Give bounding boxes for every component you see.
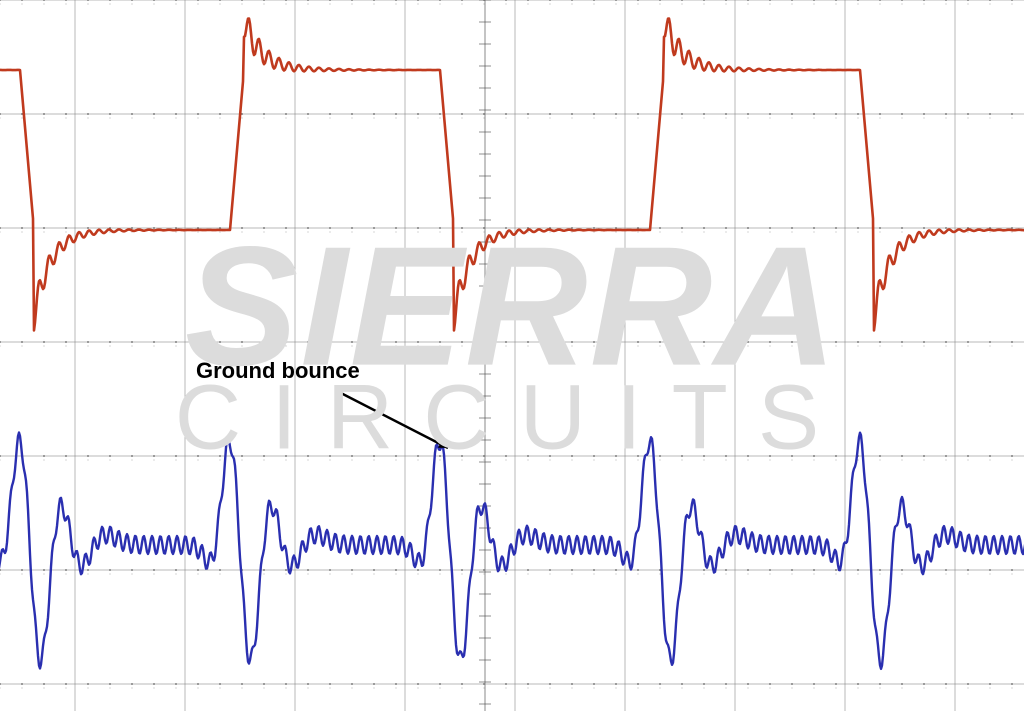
ground-bounce-label: Ground bounce	[196, 358, 360, 384]
signal-trace-bottom	[0, 433, 1024, 669]
arrow-layer	[335, 390, 448, 448]
signal-trace-top	[0, 19, 1024, 331]
grid-layer	[0, 0, 1024, 711]
plot-svg	[0, 0, 1024, 711]
annotation-arrow-line	[335, 390, 448, 448]
traces-layer	[0, 19, 1024, 669]
oscilloscope-chart: SIERRA CIRCUITS Ground bounce	[0, 0, 1024, 711]
